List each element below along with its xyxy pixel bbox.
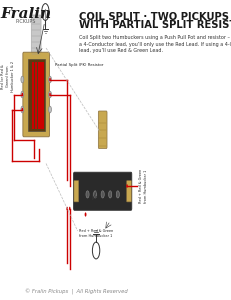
Bar <box>38 61 40 129</box>
FancyBboxPatch shape <box>98 111 106 148</box>
Circle shape <box>21 108 23 111</box>
Circle shape <box>108 191 111 198</box>
Ellipse shape <box>48 106 51 113</box>
Ellipse shape <box>48 91 51 98</box>
Text: WITH PARTIAL SPLIT RESISTOR: WITH PARTIAL SPLIT RESISTOR <box>79 20 231 31</box>
Circle shape <box>69 207 70 210</box>
FancyBboxPatch shape <box>31 15 41 57</box>
FancyBboxPatch shape <box>73 172 131 210</box>
Text: Fralin: Fralin <box>0 8 51 21</box>
Ellipse shape <box>48 76 51 83</box>
FancyBboxPatch shape <box>126 181 131 202</box>
Bar <box>35 61 37 129</box>
Bar <box>27 58 45 130</box>
Circle shape <box>101 191 104 198</box>
Text: Coil Split two Humbuckers using a Push Pull Pot and resistor – If using
a 4-Cond: Coil Split two Humbuckers using a Push P… <box>79 35 231 53</box>
FancyBboxPatch shape <box>23 52 49 137</box>
Circle shape <box>21 93 23 96</box>
FancyBboxPatch shape <box>74 181 78 202</box>
Circle shape <box>49 78 51 81</box>
Text: Red + Red & Green
from Humbucker 1: Red + Red & Green from Humbucker 1 <box>79 230 113 238</box>
Bar <box>41 61 44 129</box>
Circle shape <box>93 191 96 198</box>
Circle shape <box>126 184 127 188</box>
Circle shape <box>85 191 89 198</box>
Circle shape <box>49 93 51 96</box>
Ellipse shape <box>21 91 24 98</box>
Circle shape <box>116 191 119 198</box>
Text: Partial Split (PK) Resistor: Partial Split (PK) Resistor <box>54 62 103 67</box>
Circle shape <box>66 207 68 210</box>
Ellipse shape <box>21 76 24 83</box>
Circle shape <box>84 212 86 217</box>
Bar <box>31 61 34 129</box>
Text: Red (or Red &
Green) from
Humbucker 1 & 2: Red (or Red & Green) from Humbucker 1 & … <box>1 61 15 92</box>
Text: © Fralin Pickups  |  All Rights Reserved: © Fralin Pickups | All Rights Reserved <box>25 289 127 295</box>
Text: COIL SPLIT · TWO PICKUPS: COIL SPLIT · TWO PICKUPS <box>79 11 228 22</box>
Ellipse shape <box>21 106 24 113</box>
Text: PICKUPS: PICKUPS <box>15 19 36 24</box>
Text: Red + Red & Green
from Humbucker 1: Red + Red & Green from Humbucker 1 <box>138 169 147 203</box>
